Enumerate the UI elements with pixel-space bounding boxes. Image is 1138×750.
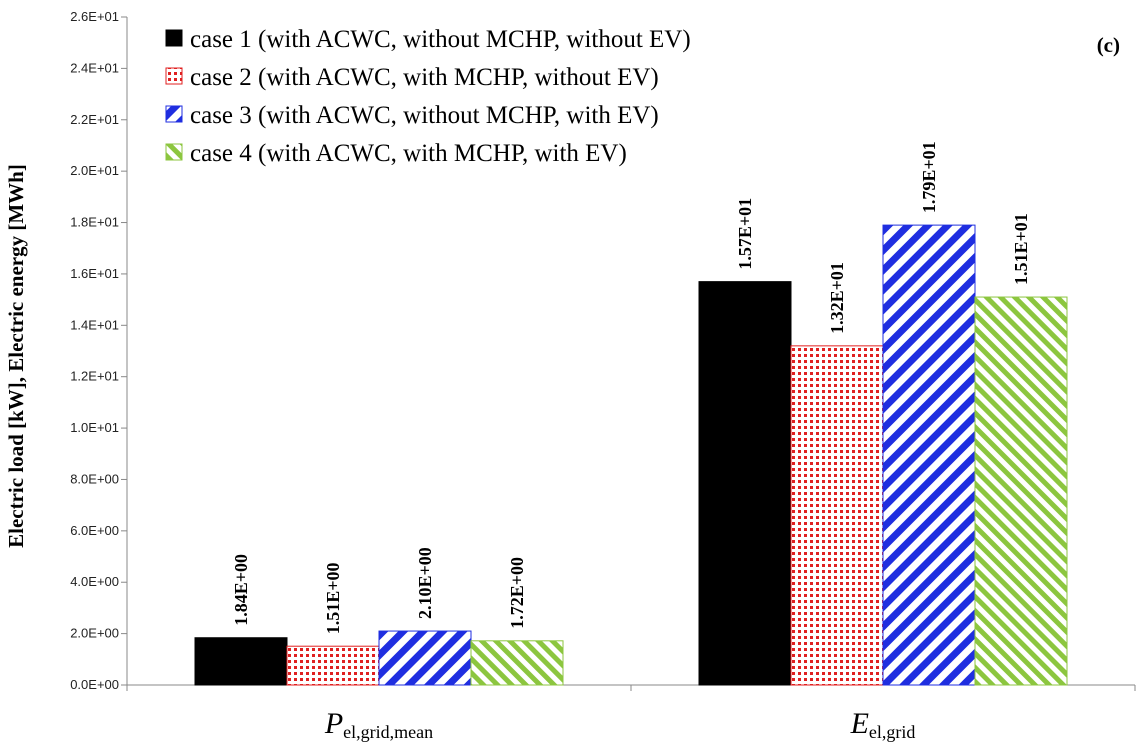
bar-4-1 <box>470 640 564 686</box>
y-tick-label: 2.4E+01 <box>70 60 119 75</box>
category-label: Pel,grid,mean <box>324 707 433 742</box>
data-label-bg <box>735 153 759 272</box>
legend-label: case 4 (with ACWC, with MCHP, with EV) <box>190 140 627 167</box>
y-tick-label: 2.2E+01 <box>70 112 119 127</box>
bar-1-1 <box>194 637 288 686</box>
y-tick-label: 1.8E+01 <box>70 215 119 230</box>
legend-swatch <box>165 67 183 85</box>
data-label-bg <box>231 509 255 628</box>
data-label-bg <box>827 217 851 336</box>
legend-swatch <box>165 105 183 123</box>
bar-4-2 <box>974 296 1068 686</box>
y-tick-label: 1.4E+01 <box>70 317 119 332</box>
bar-2-2 <box>790 345 884 686</box>
data-label-bg <box>507 512 531 631</box>
x-axis <box>126 684 1136 691</box>
y-axis-title: Electric load [kW], Electric energy [MWh… <box>4 164 28 548</box>
bar-2-1 <box>286 645 380 686</box>
legend: case 1 (with ACWC, without MCHP, without… <box>158 17 790 173</box>
y-tick-label: 6.0E+00 <box>70 523 119 538</box>
y-tick-label: 1.0E+01 <box>70 420 119 435</box>
category-labels: Pel,grid,mean Eel,grid <box>324 707 916 742</box>
y-axis: 0.0E+00 2.0E+00 4.0E+00 6.0E+00 8.0E+00 1.0E+… <box>70 9 128 692</box>
data-labels: 1.84E+00 1.51E+00 2.10E+00 1.72E+00 1.57E+01… <box>231 97 1035 637</box>
data-label: 1.51E+01 <box>1011 213 1031 285</box>
y-tick-label: 1.6E+01 <box>70 266 119 281</box>
y-tick-label: 4.0E+00 <box>70 574 119 589</box>
data-label: 1.32E+01 <box>827 262 847 334</box>
y-tick-label: 2.6E+01 <box>70 9 119 24</box>
category-label: Eel,grid <box>850 707 916 742</box>
bar-3-1 <box>378 630 472 686</box>
data-label: 1.72E+00 <box>507 557 527 629</box>
data-label-bg <box>919 97 943 216</box>
y-tick-label: 2.0E+00 <box>70 626 119 641</box>
legend-swatch <box>165 29 183 47</box>
data-label: 2.10E+00 <box>415 547 435 619</box>
y-tick-label: 2.0E+01 <box>70 163 119 178</box>
data-label: 1.57E+01 <box>735 198 755 270</box>
bars <box>194 224 1068 686</box>
legend-label: case 2 (with ACWC, with MCHP, without EV… <box>190 64 659 91</box>
panel-label: (c) <box>1097 33 1120 57</box>
legend-background <box>158 17 790 173</box>
y-tick-label: 0.0E+00 <box>70 677 119 692</box>
data-label-bg <box>323 518 347 637</box>
data-label: 1.84E+00 <box>231 554 251 626</box>
data-label: 1.79E+01 <box>919 141 939 213</box>
y-tick-label: 1.2E+01 <box>70 369 119 384</box>
bar-3-2 <box>882 224 976 686</box>
legend-swatch <box>165 143 183 161</box>
y-tick-label: 8.0E+00 <box>70 471 119 486</box>
data-label: 1.51E+00 <box>323 562 343 634</box>
legend-label: case 3 (with ACWC, without MCHP, with EV… <box>190 102 659 129</box>
data-label-bg <box>415 503 439 622</box>
bar-1-2 <box>698 281 792 686</box>
data-label-bg <box>1011 169 1035 288</box>
legend-label: case 1 (with ACWC, without MCHP, without… <box>190 26 691 53</box>
